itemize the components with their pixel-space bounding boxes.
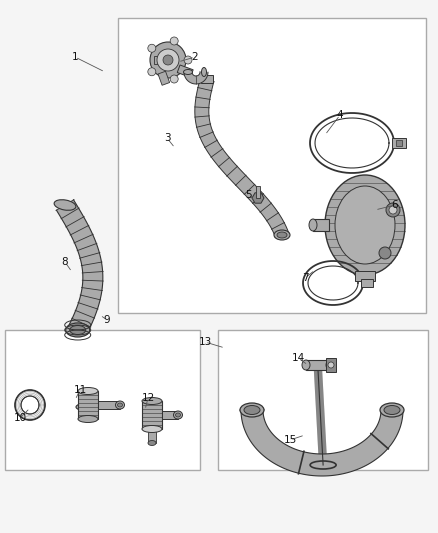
Bar <box>256 186 260 198</box>
Bar <box>218 330 428 470</box>
Ellipse shape <box>142 425 162 432</box>
Text: 14: 14 <box>291 353 304 363</box>
Polygon shape <box>252 193 264 203</box>
Ellipse shape <box>76 403 100 411</box>
Circle shape <box>150 42 186 78</box>
Ellipse shape <box>117 403 123 407</box>
Ellipse shape <box>201 68 206 77</box>
Bar <box>326 358 336 372</box>
Ellipse shape <box>116 401 124 409</box>
Circle shape <box>148 44 156 52</box>
Circle shape <box>184 56 192 64</box>
Bar <box>154 56 166 64</box>
Polygon shape <box>184 72 208 84</box>
Text: 3: 3 <box>164 133 170 143</box>
Circle shape <box>170 75 178 83</box>
Text: 13: 13 <box>198 337 212 347</box>
Bar <box>148 429 156 443</box>
Ellipse shape <box>54 200 76 211</box>
Bar <box>162 411 178 419</box>
Text: 12: 12 <box>141 393 155 403</box>
Ellipse shape <box>325 175 405 275</box>
Ellipse shape <box>335 186 395 264</box>
Ellipse shape <box>184 69 192 75</box>
Circle shape <box>157 49 179 71</box>
Text: 10: 10 <box>14 413 27 423</box>
Bar <box>313 219 329 231</box>
Polygon shape <box>57 200 103 334</box>
Bar <box>98 401 120 409</box>
Ellipse shape <box>309 219 317 231</box>
Polygon shape <box>241 410 403 476</box>
Ellipse shape <box>326 360 334 370</box>
Text: 6: 6 <box>392 200 398 210</box>
Ellipse shape <box>277 232 287 238</box>
Text: 9: 9 <box>104 315 110 325</box>
Ellipse shape <box>66 323 90 337</box>
Ellipse shape <box>302 360 310 370</box>
Circle shape <box>163 55 173 65</box>
Ellipse shape <box>380 403 404 417</box>
Bar <box>355 271 375 281</box>
Bar <box>118 18 426 313</box>
Text: 15: 15 <box>283 435 297 445</box>
Bar <box>361 279 373 287</box>
Circle shape <box>389 206 397 214</box>
Circle shape <box>170 37 178 45</box>
Circle shape <box>386 203 400 217</box>
Ellipse shape <box>78 416 98 423</box>
Text: 2: 2 <box>192 52 198 62</box>
Circle shape <box>379 247 391 259</box>
Ellipse shape <box>148 440 156 446</box>
Bar <box>177 65 193 77</box>
Bar <box>158 71 170 85</box>
Text: 4: 4 <box>337 110 343 120</box>
Bar <box>306 360 330 370</box>
Ellipse shape <box>240 403 264 417</box>
Ellipse shape <box>384 406 400 415</box>
Bar <box>392 138 406 148</box>
Ellipse shape <box>78 387 98 394</box>
Ellipse shape <box>173 411 183 419</box>
Ellipse shape <box>244 406 260 415</box>
Bar <box>5 330 200 470</box>
Ellipse shape <box>274 230 290 240</box>
Bar <box>201 75 213 83</box>
Polygon shape <box>195 78 289 237</box>
Ellipse shape <box>176 413 180 417</box>
Ellipse shape <box>70 326 86 335</box>
Text: 1: 1 <box>72 52 78 62</box>
Circle shape <box>148 68 156 76</box>
Circle shape <box>328 362 334 368</box>
Text: 7: 7 <box>302 273 308 283</box>
Text: 11: 11 <box>74 385 87 395</box>
Bar <box>78 391 98 419</box>
Bar <box>396 140 402 146</box>
Ellipse shape <box>142 398 162 405</box>
Text: 5: 5 <box>245 190 251 200</box>
Bar <box>142 401 162 429</box>
Text: 8: 8 <box>62 257 68 267</box>
